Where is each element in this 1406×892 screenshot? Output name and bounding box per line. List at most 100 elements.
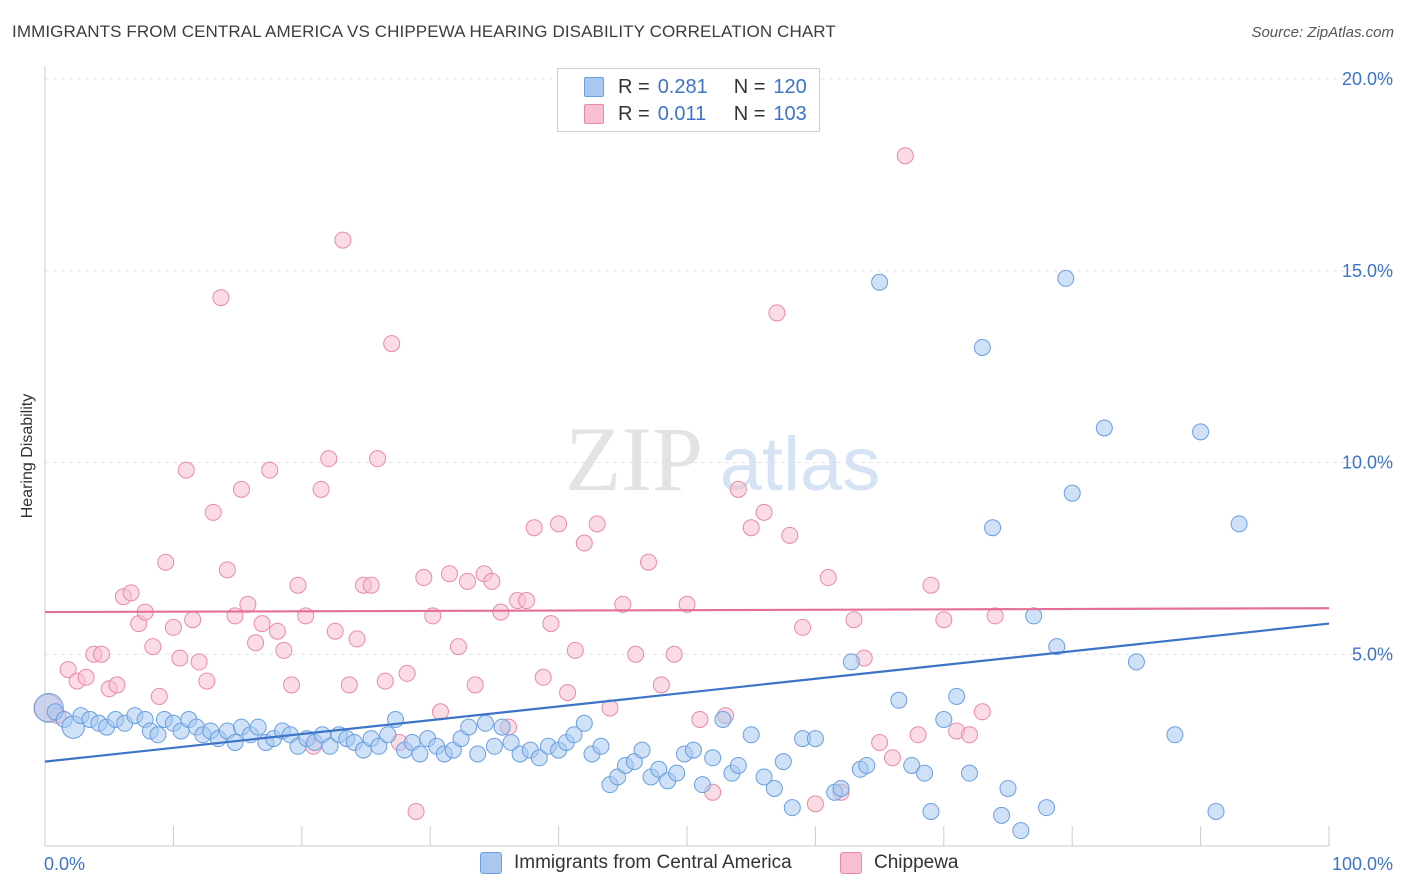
data-point [665, 645, 683, 663]
data-point [518, 592, 535, 610]
data-point [806, 730, 824, 748]
data-point [268, 622, 286, 640]
data-point [525, 519, 543, 537]
data-point [542, 615, 560, 633]
legend-r-label: R = [618, 102, 650, 125]
data-point [449, 638, 467, 656]
data-point [774, 753, 792, 771]
data-point [592, 737, 610, 755]
series-legend: Immigrants from Central America Chippewa [0, 852, 1406, 878]
data-point [1230, 515, 1248, 533]
data-point [411, 745, 429, 763]
data-point [896, 147, 914, 165]
data-point [960, 764, 978, 782]
data-point [566, 641, 584, 659]
legend-swatch-blue [584, 77, 604, 97]
data-point [376, 672, 394, 690]
data-point [458, 572, 476, 590]
data-point [469, 745, 487, 763]
data-point [729, 480, 747, 498]
data-point [289, 576, 307, 594]
data-point [633, 741, 651, 759]
data-point [1166, 726, 1184, 744]
data-point [275, 641, 293, 659]
data-point [370, 737, 388, 755]
data-point [781, 526, 799, 544]
data-point [460, 718, 478, 736]
data-point [369, 450, 387, 468]
watermark: ZIP atlas [565, 408, 880, 510]
data-point [559, 684, 577, 702]
data-point [588, 515, 606, 533]
trend-lines [44, 607, 1330, 763]
data-point [832, 779, 850, 797]
legend-r-value: 0.011 [657, 102, 707, 125]
data-point [575, 534, 593, 552]
data-point [890, 691, 908, 709]
data-point [729, 756, 747, 774]
legend-n-label: N = [733, 102, 766, 125]
data-point [986, 607, 1004, 625]
data-point [149, 726, 167, 744]
legend-swatch-pink [584, 104, 604, 124]
data-point [871, 733, 889, 751]
data-point [348, 630, 366, 648]
data-point [218, 561, 236, 579]
data-point [1207, 802, 1225, 820]
data-point [550, 515, 568, 533]
data-point [212, 289, 230, 307]
y-tick-label: 5.0% [1352, 644, 1393, 664]
legend-item-central-america: Immigrants from Central America [480, 852, 792, 874]
data-point [755, 768, 773, 786]
data-point [493, 718, 511, 736]
data-point [575, 714, 593, 732]
data-point [903, 756, 921, 774]
data-point [960, 726, 978, 744]
data-point [922, 576, 940, 594]
legend-n-value: 103 [773, 102, 807, 125]
data-point [326, 622, 344, 640]
data-point [253, 615, 271, 633]
data-point [476, 714, 494, 732]
data-point [973, 338, 991, 356]
data-point [871, 273, 889, 291]
data-point [684, 741, 702, 759]
data-point [204, 503, 222, 521]
data-point [198, 672, 216, 690]
data-point [883, 749, 901, 767]
data-point [150, 687, 168, 705]
data-point [1192, 423, 1210, 441]
data-point [226, 607, 244, 625]
correlation-legend: R = 0.281 N = 120 R = 0.011 N = 103 [557, 68, 820, 132]
legend-r-label: R = [618, 75, 650, 98]
trend-line-chippewa [44, 607, 1330, 614]
y-tick-label: 15.0% [1342, 261, 1393, 281]
watermark-atlas: atlas [720, 422, 881, 507]
data-point [77, 668, 95, 686]
data-point [999, 779, 1017, 797]
data-point [842, 653, 860, 671]
data-point [935, 611, 953, 629]
data-point [935, 710, 953, 728]
data-point [652, 676, 670, 694]
legend-swatch-pink [840, 852, 862, 874]
legend-n-value: 120 [773, 75, 807, 98]
data-point [948, 687, 966, 705]
y-tick-label: 10.0% [1342, 453, 1393, 473]
gridlines [45, 78, 1395, 655]
data-point [639, 553, 657, 571]
data-point [261, 461, 279, 479]
data-point [177, 461, 195, 479]
data-point [340, 676, 358, 694]
chart-title: IMMIGRANTS FROM CENTRAL AMERICA VS CHIPP… [12, 22, 836, 41]
data-point [627, 645, 645, 663]
data-point [806, 795, 824, 813]
data-point [909, 726, 927, 744]
data-point [362, 576, 380, 594]
data-point [312, 480, 330, 498]
data-point [845, 611, 863, 629]
data-point [144, 638, 162, 656]
data-point [858, 756, 876, 774]
source-credit: Source: ZipAtlas.com [1251, 24, 1394, 41]
